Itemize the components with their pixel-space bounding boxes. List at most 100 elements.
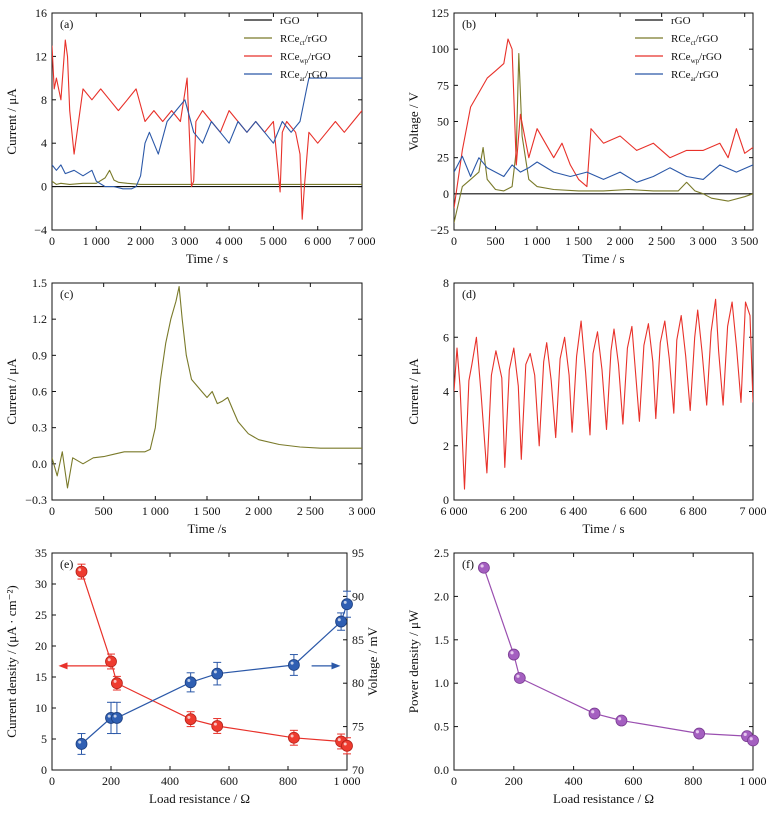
data-point <box>75 565 88 578</box>
x-tick-label: 6 400 <box>560 504 587 518</box>
x-tick-label: 2 500 <box>648 234 675 248</box>
x-tick-label: 400 <box>565 774 583 788</box>
y-tick-label: 0.0 <box>32 457 47 471</box>
data-point-highlight <box>78 568 82 572</box>
x-tick-label: 1 000 <box>83 234 110 248</box>
x-tick-label: 0 <box>49 234 55 248</box>
y-tick-label: 20 <box>35 639 47 653</box>
plot-frame <box>453 12 754 231</box>
data-point <box>211 720 224 732</box>
x-tick-label: 800 <box>279 774 297 788</box>
y-axis-label: Current / μA <box>4 358 19 425</box>
series-line-1 <box>454 52 753 223</box>
x-tick-label: 6 200 <box>500 504 527 518</box>
plot-area <box>454 38 753 223</box>
data-point <box>507 648 520 661</box>
plot-area <box>483 567 753 741</box>
data-point-highlight <box>337 618 341 622</box>
series-line-3 <box>52 77 362 190</box>
data-point <box>287 659 300 671</box>
y-tick-label: 125 <box>431 6 449 20</box>
y-tick-label: 0 <box>41 763 47 777</box>
x-tick-label: 6 800 <box>680 504 707 518</box>
y-tick-label: 100 <box>431 42 449 56</box>
legend-label: RCect/rGO <box>671 33 718 47</box>
data-point <box>184 676 197 689</box>
x-tick-label: 1 500 <box>194 504 221 518</box>
data-point <box>747 734 759 747</box>
x-tick-label: 0 <box>49 774 55 788</box>
x-tick-label: 3 000 <box>690 234 717 248</box>
x-tick-label: 600 <box>624 774 642 788</box>
x-axis-label: Time / s <box>582 521 624 536</box>
x-tick-label: 200 <box>102 774 120 788</box>
data-point-highlight <box>337 738 341 742</box>
chart-panel-6: 0 200 400 600 800 1 000 0.0 0.5 1.0 1.5 2.0 2.5 (f) L… <box>406 546 767 806</box>
legend-label: RCear/rGO <box>671 69 719 83</box>
x-tick-label: 1 000 <box>740 774 767 788</box>
legend-label: RCewp/rGO <box>280 51 331 65</box>
chart-panel-3: 0 500 1 000 1 500 2 000 2 500 3 000 −0.3 0.0 0.3 0… <box>4 276 376 536</box>
y2-axis-label: Voltage / mV <box>365 626 380 696</box>
y-tick-label: 6 <box>443 330 449 344</box>
series-line-2 <box>454 38 753 209</box>
y-tick-label: 4 <box>41 136 47 150</box>
plot-area <box>454 298 753 490</box>
series-line-0 <box>454 298 753 490</box>
plot-area <box>52 39 362 220</box>
data-point <box>287 731 300 744</box>
x-tick-label: 6 600 <box>620 504 647 518</box>
plot-frame <box>51 12 363 231</box>
y-tick-label: 2 <box>443 439 449 453</box>
y2-tick-label: 95 <box>352 546 364 560</box>
data-point <box>615 714 628 727</box>
panel-label: (b) <box>462 17 476 31</box>
x-tick-label: 200 <box>505 774 523 788</box>
data-point-highlight <box>343 742 347 746</box>
data-point-highlight <box>107 658 111 662</box>
x-tick-label: 0 <box>49 504 55 518</box>
data-point <box>111 712 123 724</box>
y2-tick-label: 80 <box>352 676 364 690</box>
y-tick-label: 16 <box>35 6 47 20</box>
data-point <box>693 727 706 740</box>
x-axis-label: Load resistance / Ω <box>149 791 250 806</box>
x-tick-label: 3 500 <box>731 234 758 248</box>
y-tick-label: 1.5 <box>434 633 449 647</box>
x-tick-label: 3 000 <box>349 504 376 518</box>
chart-panel-2: 0 500 1 000 1 500 2 000 2 500 3 000 3 500−25025… <box>406 6 758 266</box>
y-tick-label: 75 <box>437 78 449 92</box>
x-tick-label: 600 <box>220 774 238 788</box>
data-point <box>211 667 224 680</box>
y2-tick-label: 75 <box>352 720 364 734</box>
data-point-highlight <box>618 717 622 721</box>
x-tick-label: 2 500 <box>297 504 324 518</box>
y-tick-label: 25 <box>437 151 449 165</box>
y-tick-label: 0 <box>443 187 449 201</box>
y-tick-label: 4 <box>443 385 449 399</box>
x-tick-label: 400 <box>161 774 179 788</box>
x-tick-label: 500 <box>487 234 505 248</box>
chart-panel-5: 0 200 400 600 800 1 000 0 5 10 15 20 25 30 35 (e) Load … <box>4 546 380 806</box>
data-point-highlight <box>591 710 595 714</box>
y-tick-label: 10 <box>35 701 47 715</box>
chart-panel-4: 6 000 6 200 6 400 6 600 6 800 7 000 0 2 4 6 8 (d) Ti… <box>406 276 767 536</box>
data-point-highlight <box>187 679 191 683</box>
y-tick-label: 0.3 <box>32 421 47 435</box>
y-tick-label: 5 <box>41 732 47 746</box>
x-tick-label: 1 000 <box>524 234 551 248</box>
x-tick-label: 6 000 <box>304 234 331 248</box>
data-point-highlight <box>113 714 117 718</box>
data-point-highlight <box>78 740 82 744</box>
data-point <box>477 561 490 574</box>
data-point <box>588 707 601 720</box>
panel-label: (f) <box>462 557 474 571</box>
legend-label: rGO <box>280 15 300 27</box>
data-point-highlight <box>113 679 117 683</box>
x-axis-label: Load resistance / Ω <box>553 791 654 806</box>
y-tick-label: 25 <box>35 608 47 622</box>
data-point-highlight <box>290 734 294 738</box>
data-point-highlight <box>695 730 699 734</box>
series-line-1 <box>52 169 362 185</box>
